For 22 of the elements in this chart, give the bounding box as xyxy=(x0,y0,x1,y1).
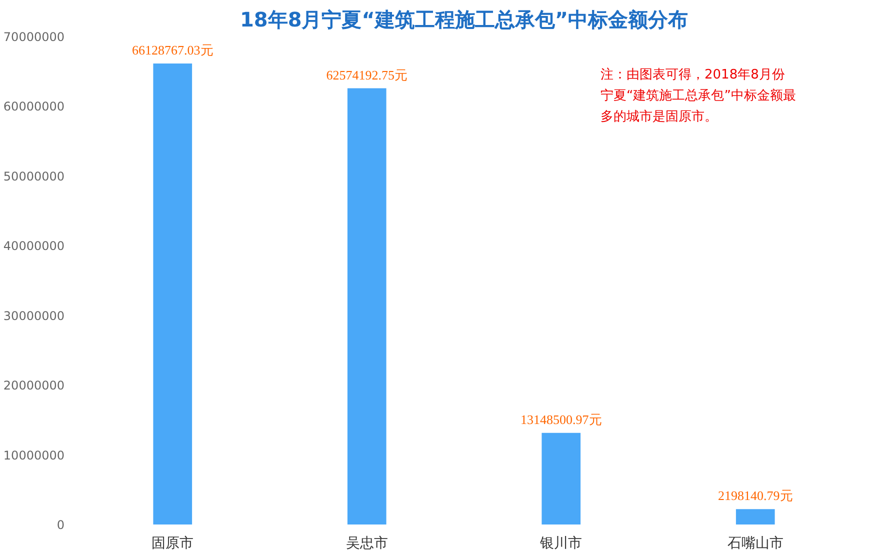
y-tick-label: 60000000 xyxy=(3,100,64,114)
y-tick-label: 30000000 xyxy=(3,308,64,323)
x-tick-label: 吴忠市 xyxy=(346,536,388,552)
bar xyxy=(542,432,581,524)
bar xyxy=(736,509,775,524)
x-tick-label: 石嘴山市 xyxy=(727,536,784,552)
x-tick-label: 固原市 xyxy=(152,536,194,552)
annotation: 注：由图表可得，2018年8月份宁夏“建筑施工总承包”中标金额最多的城市是固原市。 xyxy=(600,68,796,124)
y-tick-label: 20000000 xyxy=(3,378,64,393)
y-tick-label: 0 xyxy=(56,518,65,532)
bar xyxy=(153,63,192,524)
y-tick-label: 70000000 xyxy=(3,30,64,44)
data-label: 66128767.03元 xyxy=(132,42,214,58)
y-tick-label: 10000000 xyxy=(3,448,64,462)
bar xyxy=(347,88,386,524)
y-tick-label: 50000000 xyxy=(3,169,64,184)
y-tick-label: 40000000 xyxy=(3,239,64,254)
x-tick-label: 银川市 xyxy=(539,536,582,552)
chart-title: 18年8月宁夏“建筑工程施工总承包”中标金额分布 xyxy=(240,8,688,32)
data-label: 62574192.75元 xyxy=(326,67,408,82)
data-label: 2198140.79元 xyxy=(718,488,793,504)
data-label: 13148500.97元 xyxy=(520,412,602,427)
